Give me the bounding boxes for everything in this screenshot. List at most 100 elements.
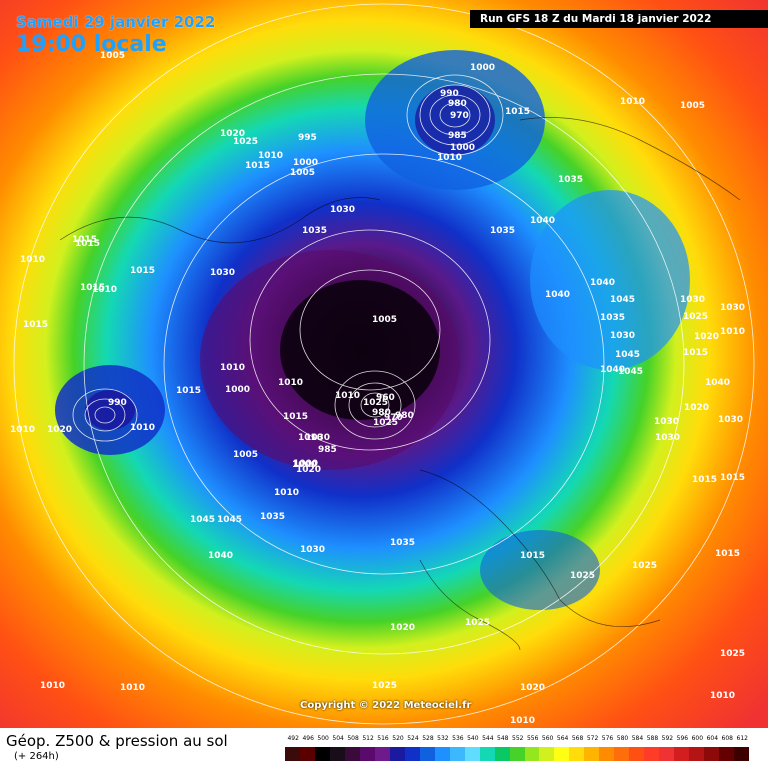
- pressure-label: 1005: [100, 51, 125, 61]
- pressure-label: 1010: [335, 391, 360, 401]
- scale-label: 496: [302, 735, 314, 742]
- scale-label: 512: [362, 735, 374, 742]
- europe-trough: [480, 530, 600, 610]
- scale-label: 604: [706, 735, 719, 742]
- pressure-label: 1000: [293, 459, 318, 469]
- pressure-label: 1030: [680, 295, 705, 305]
- pressure-label: 1015: [72, 235, 97, 245]
- scale-cell: [674, 747, 690, 761]
- scale-cell: [285, 747, 300, 761]
- pressure-label: 1010: [298, 433, 323, 443]
- pressure-label: 995: [298, 133, 317, 143]
- pressure-label: 1015: [683, 348, 708, 358]
- scale-cell: [569, 747, 585, 761]
- pressure-label: 1030: [655, 433, 680, 443]
- pressure-label: 1045: [217, 515, 242, 525]
- pressure-label: 1025: [373, 418, 398, 428]
- pressure-label: 1025: [683, 312, 708, 322]
- pressure-label: 1030: [210, 268, 235, 278]
- pressure-label: 1025: [720, 649, 745, 659]
- scale-label: 540: [467, 735, 479, 742]
- pressure-label: 1025: [233, 137, 258, 147]
- pressure-label: 1015: [520, 551, 545, 561]
- pressure-label: 1015: [75, 239, 100, 249]
- pressure-label: 1030: [300, 545, 325, 555]
- scale-label: 556: [526, 735, 539, 742]
- scale-label: 504: [332, 735, 344, 742]
- scale-cell: [734, 747, 750, 761]
- scale-label: 560: [541, 735, 554, 742]
- pressure-label: 1015: [130, 266, 155, 276]
- scale-cell: [509, 747, 525, 761]
- scale-cell: [329, 747, 345, 761]
- scale-cell: [644, 747, 660, 761]
- pressure-label: 1030: [330, 205, 355, 215]
- pressure-label: 1005: [290, 168, 315, 178]
- map-title: Géop. Z500 & pression au sol: [6, 732, 228, 750]
- pressure-label: 1010: [120, 683, 145, 693]
- pressure-label: 1010: [437, 153, 462, 163]
- pressure-labels: 1010101510051000990980970985100010101035…: [10, 51, 745, 726]
- run-info: Run GFS 18 Z du Mardi 18 janvier 2022: [470, 10, 768, 28]
- scale-cell: [464, 747, 480, 761]
- pressure-label: 1015: [720, 473, 745, 483]
- pressure-label: 1045: [190, 515, 215, 525]
- pressure-label: 1010: [710, 691, 735, 701]
- pressure-label: 1020: [390, 623, 415, 633]
- scale-cell: [689, 747, 705, 761]
- pressure-label: 1045: [610, 295, 635, 305]
- scale-label: 524: [407, 735, 419, 742]
- pressure-label: 980: [448, 99, 467, 109]
- pressure-label: 1045: [615, 350, 640, 360]
- pressure-label: 1035: [302, 226, 327, 236]
- pressure-label: 1020: [684, 403, 709, 413]
- scale-cell: [719, 747, 735, 761]
- forecast-date: Samedi 29 janvier 2022: [16, 13, 216, 31]
- pressure-label: 1025: [632, 561, 657, 571]
- copyright: Copyright © 2022 Meteociel.fr: [300, 700, 472, 711]
- scale-label: 608: [721, 735, 733, 742]
- pressure-label: 1015: [505, 107, 530, 117]
- scale-cell: [494, 747, 510, 761]
- scale-label: 528: [422, 735, 434, 742]
- pressure-label: 1020: [694, 332, 719, 342]
- scale-label: 532: [437, 735, 449, 742]
- pressure-label: 1035: [600, 313, 625, 323]
- scale-label: 508: [347, 735, 359, 742]
- pressure-label: 1030: [610, 331, 635, 341]
- weather-map: 1010101510051000990980970985100010101035…: [0, 0, 768, 728]
- low-atlantic-core: [85, 390, 135, 430]
- pressure-label: 1010: [620, 97, 645, 107]
- pressure-label: 1035: [390, 538, 415, 548]
- pressure-label: 1000: [293, 158, 318, 168]
- scale-cell: [299, 747, 315, 761]
- pressure-label: 1020: [220, 129, 245, 139]
- scale-label: 544: [482, 735, 494, 742]
- pressure-label: 1010: [20, 255, 45, 265]
- scale-cell: [629, 747, 645, 761]
- scale-cell: [404, 747, 420, 761]
- scale-cell: [554, 747, 570, 761]
- pressure-label: 1020: [296, 465, 321, 475]
- pressure-label: 1010: [10, 425, 35, 435]
- scale-label: 600: [691, 735, 704, 742]
- pressure-label: 1040: [705, 378, 730, 388]
- pressure-label: 1035: [558, 175, 583, 185]
- scale-cell: [314, 747, 330, 761]
- pressure-label: 980: [372, 408, 391, 418]
- pressure-label: 1010: [274, 488, 299, 498]
- pressure-label: 1040: [208, 551, 233, 561]
- pressure-label: 1025: [570, 571, 595, 581]
- forecast-range: (+ 264h): [14, 751, 59, 762]
- pressure-label: 1040: [545, 290, 570, 300]
- pressure-label: 1030: [654, 417, 679, 427]
- scale-label: 516: [377, 735, 389, 742]
- scale-cell: [584, 747, 600, 761]
- scale-cell: [479, 747, 495, 761]
- polar-vortex-core: [280, 280, 440, 420]
- scale-cell: [659, 747, 675, 761]
- pressure-label: 1010: [720, 327, 745, 337]
- scale-cell: [344, 747, 360, 761]
- pressure-label: 1025: [372, 681, 397, 691]
- pressure-label: 1005: [372, 315, 397, 325]
